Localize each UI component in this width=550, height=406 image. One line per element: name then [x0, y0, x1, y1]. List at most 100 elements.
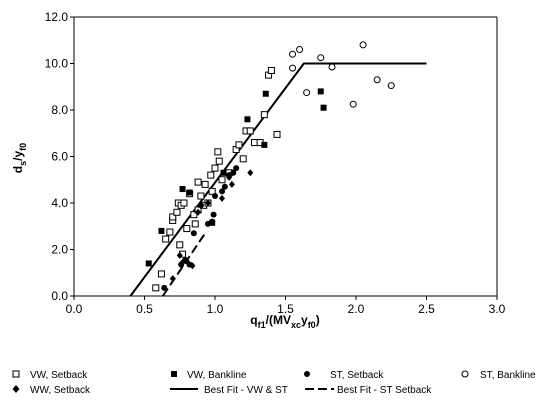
- data-point-open-circle: [317, 54, 325, 62]
- legend: VW, Setback VW, Bankline ST, Setback ST,…: [12, 370, 536, 396]
- data-point-filled-circle: [233, 165, 240, 172]
- fit-lines: [129, 62, 427, 297]
- data-point-open-square: [191, 220, 199, 228]
- data-point-open-square: [197, 192, 205, 200]
- x-tick-label: 0.0: [66, 302, 83, 316]
- x-axis-title: qf1/(MVxcyf0): [250, 313, 319, 330]
- data-point-filled-square: [145, 260, 152, 267]
- data-point-open-square: [201, 180, 209, 188]
- y-tick-label: 12.0: [45, 10, 69, 24]
- data-point-open-square: [180, 199, 188, 207]
- data-point-filled-circle: [221, 183, 228, 190]
- data-point-open-square: [176, 241, 184, 249]
- data-point-open-square: [162, 235, 170, 243]
- x-tick-label: 0.5: [136, 302, 153, 316]
- data-point-open-circle: [373, 76, 381, 84]
- data-point-filled-diamond: [189, 262, 196, 270]
- data-point-filled-diamond: [228, 180, 235, 188]
- data-point-filled-square: [317, 88, 324, 95]
- data-point-filled-circle: [197, 202, 204, 209]
- data-point-open-square: [183, 225, 191, 233]
- data-point-open-square: [239, 155, 247, 163]
- data-point-filled-square: [261, 141, 268, 148]
- legend-label: ST, Setback: [330, 370, 384, 381]
- data-point-open-circle: [296, 46, 304, 54]
- y-tick-label: 8.0: [51, 103, 68, 117]
- data-point-open-square: [173, 208, 181, 216]
- data-point-filled-square: [262, 90, 269, 97]
- y-tick-label: 2.0: [51, 243, 68, 257]
- x-tick-label: 2.0: [348, 302, 365, 316]
- data-point-filled-circle: [212, 193, 218, 200]
- data-point-filled-diamond: [176, 251, 183, 259]
- data-point-open-circle: [359, 41, 367, 49]
- data-point-filled-diamond: [179, 258, 186, 266]
- data-point-filled-circle: [230, 169, 237, 176]
- legend-item-vw-setback: VW, Setback: [12, 370, 88, 381]
- data-point-open-circle: [289, 64, 297, 72]
- data-point-open-square: [250, 139, 258, 147]
- data-point-filled-circle: [219, 188, 226, 195]
- data-point-filled-diamond: [226, 173, 233, 181]
- legend-marker-filled-square: [171, 371, 177, 377]
- fit-line-solid: [129, 62, 427, 297]
- x-tick-label: 3.0: [489, 302, 506, 316]
- legend-marker-open-square: [12, 370, 20, 378]
- x-tick-label: 1.5: [277, 302, 294, 316]
- data-point-open-square: [190, 211, 198, 219]
- data-point-filled-diamond: [204, 199, 211, 207]
- data-point-open-square: [152, 284, 160, 292]
- legend-item-best-fit-vw-st: Best Fit - VW & ST: [170, 385, 288, 396]
- data-point-filled-circle: [190, 230, 197, 237]
- legend-marker-open-circle: [461, 370, 469, 378]
- data-point-open-square: [214, 148, 222, 156]
- legend-item-st-bankline: ST, Bankline: [461, 370, 536, 381]
- data-point-open-square: [211, 164, 219, 172]
- legend-item-ww-setback: WW, Setback: [12, 385, 91, 396]
- data-point-open-square: [194, 178, 202, 186]
- legend-label: ST, Bankline: [480, 370, 536, 381]
- data-point-open-square: [267, 66, 275, 74]
- data-point-filled-circle: [161, 284, 168, 291]
- y-tick-label: 0.0: [51, 289, 68, 303]
- data-point-open-circle: [349, 100, 357, 108]
- y-tick-label: 10.0: [45, 57, 69, 71]
- legend-label: Best Fit - VW & ST: [204, 385, 288, 396]
- legend-label: Best Fit - ST Setback: [337, 385, 432, 396]
- y-tick-label: 6.0: [51, 150, 68, 164]
- data-point-open-square: [208, 187, 216, 195]
- plot-area: [73, 16, 498, 297]
- data-point-open-square: [246, 127, 254, 135]
- legend-item-vw-bankline: VW, Bankline: [171, 370, 247, 381]
- x-tick-label: 2.5: [418, 302, 435, 316]
- legend-item-best-fit-st-setback: Best Fit - ST Setback: [305, 385, 432, 396]
- data-point-filled-square: [186, 189, 193, 196]
- y-axis-title: ds/yf0: [11, 143, 28, 173]
- legend-item-st-setback: ST, Setback: [304, 370, 384, 381]
- data-point-open-square: [207, 171, 215, 179]
- data-markers: [145, 41, 395, 292]
- data-point-open-square: [166, 228, 174, 236]
- y-tick-label: 4.0: [51, 196, 68, 210]
- data-point-filled-diamond: [183, 257, 190, 265]
- data-point-filled-square: [220, 169, 227, 176]
- data-point-filled-diamond: [219, 194, 226, 202]
- data-point-filled-square: [320, 104, 327, 111]
- legend-marker-filled-diamond: [12, 385, 20, 393]
- data-point-open-square: [215, 157, 223, 165]
- data-point-filled-diamond: [195, 208, 202, 216]
- legend-marker-filled-circle: [304, 371, 310, 377]
- data-point-open-square: [169, 213, 177, 221]
- legend-label: VW, Setback: [30, 370, 88, 381]
- x-tick-label: 1.0: [207, 302, 224, 316]
- legend-label: VW, Bankline: [187, 370, 247, 381]
- data-point-filled-square: [244, 116, 251, 123]
- data-point-open-circle: [289, 50, 297, 58]
- data-point-filled-diamond: [169, 275, 176, 283]
- data-point-filled-circle: [210, 211, 217, 218]
- data-point-filled-diamond: [247, 169, 254, 177]
- data-point-open-square: [218, 176, 226, 184]
- legend-label: WW, Setback: [30, 385, 91, 396]
- data-point-open-square: [260, 111, 268, 119]
